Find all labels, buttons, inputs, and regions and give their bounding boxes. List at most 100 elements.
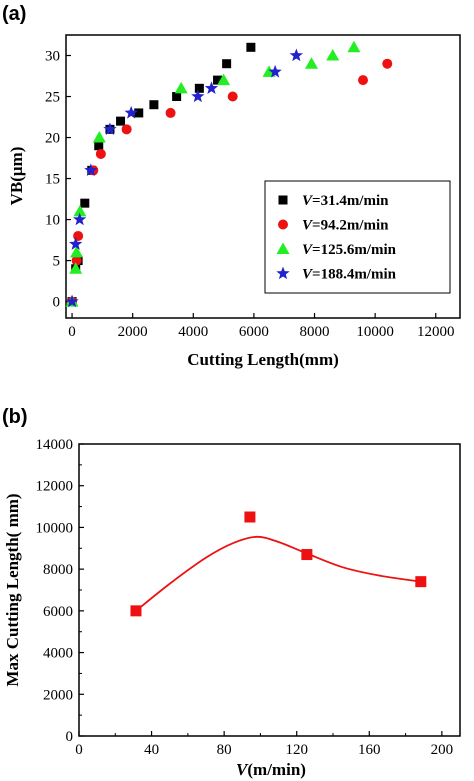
panel-a-x-tick-label: 6000	[239, 324, 269, 340]
panel-a-point-triangle	[217, 73, 231, 86]
panel-a-x-tick-label: 8000	[300, 324, 330, 340]
panel-a-point-square	[213, 75, 223, 85]
panel-a-data-points	[65, 40, 393, 308]
panel-a-x-tick-label: 10000	[356, 324, 394, 340]
panel-b-x-tick-label: 200	[431, 742, 454, 758]
panel-a-legend-label-value: =31.4m/min	[312, 193, 389, 209]
panel-a-point-star	[65, 294, 79, 308]
panel-a-point-star	[84, 163, 98, 177]
panel-b-x-ticks: 0 40 80 120 160 200	[75, 731, 453, 758]
panel-a-legend-label: V=125.6m/min	[302, 242, 397, 258]
panel-a-point-circle	[382, 58, 393, 69]
panel-b-y-ticks: 0 2000 4000 6000 8000 10000 12000 14000	[36, 437, 84, 745]
panel-b-y-tick-label: 14000	[36, 437, 74, 453]
panel-a-y-tick-label: 30	[45, 49, 60, 65]
panel-a-legend-label-var: V	[302, 218, 314, 234]
panel-b-point-square	[415, 576, 427, 588]
panel-a-x-tick-label: 0	[68, 324, 76, 340]
panel-a-point-square	[194, 83, 204, 93]
panel-a-legend-marker-star	[276, 266, 290, 280]
panel-a-legend-label-value: =125.6m/min	[312, 242, 397, 258]
panel-a-y-ticks: 0 5 10 15 20 25 30	[45, 49, 71, 311]
panel-a-point-circle	[95, 148, 106, 159]
panel-a-point-circle	[73, 230, 84, 241]
panel-a-point-triangle	[174, 81, 188, 94]
panel-b-x-axis-title-unit: (m/min)	[247, 760, 306, 779]
panel-a-point-circle	[165, 107, 176, 118]
panel-a-y-tick-label: 20	[45, 131, 60, 147]
panel-a-point-circle	[71, 255, 82, 266]
panel-a-point-triangle	[70, 245, 84, 258]
panel-b-x-axis-title-var: V	[236, 760, 249, 779]
panel-b-y-tick-label: 8000	[43, 562, 73, 578]
panel-a-legend-label-value: =188.4m/min	[312, 267, 397, 283]
panel-a-plot-frame	[65, 34, 461, 319]
panel-a-legend-label-value: =94.2m/min	[312, 218, 389, 234]
panel-a-point-square	[80, 198, 90, 208]
panel-a-point-star	[124, 105, 138, 119]
panel-a-point-triangle	[304, 57, 318, 69]
panel-a-y-tick-label: 5	[53, 254, 61, 270]
panel-b-point-square	[301, 549, 313, 561]
panel-b-x-tick-label: 0	[75, 742, 83, 758]
panel-a-y-tick-label: 25	[45, 90, 60, 106]
panel-b-point-square	[244, 511, 256, 523]
panel-a-point-star	[191, 89, 205, 103]
panel-a-legend-marker-triangle	[276, 242, 290, 254]
panel-a-series-3	[65, 48, 303, 308]
panel-a-x-tick-label: 2000	[118, 324, 148, 340]
panel-a-point-star	[72, 212, 87, 226]
panel-a-point-triangle	[326, 49, 340, 61]
panel-a-legend-label-var: V	[302, 242, 314, 258]
panel-b-y-tick-label: 0	[66, 729, 74, 745]
panel-a-point-star	[69, 237, 83, 250]
panel-a-point-triangle	[69, 262, 83, 274]
panel-b-y-tick-label: 6000	[43, 604, 73, 620]
panel-a-y-axis-title: VB(μm)	[7, 147, 26, 206]
panel-a-point-square	[116, 116, 126, 126]
panel-a-point-star	[289, 48, 303, 62]
panel-b-x-tick-label: 40	[144, 742, 159, 758]
panel-a-legend-label: V=188.4m/min	[302, 267, 397, 283]
panel-a-point-star	[204, 81, 219, 94]
panel-a-legend-label: V=31.4m/min	[302, 193, 389, 209]
panel-a-legend-label-var: V	[302, 267, 314, 283]
panel-a-point-square	[149, 100, 159, 110]
panel-a-y-tick-label: 15	[45, 172, 60, 188]
panel-a-point-circle	[358, 75, 369, 86]
panel-b-plot-frame	[78, 443, 461, 737]
panel-b-y-axis-title: Max Cutting Length( mm)	[3, 493, 22, 686]
panel-a-legend-label: V=94.2m/min	[302, 218, 389, 234]
panel-a-y-tick-label: 10	[45, 213, 60, 229]
panel-a-point-circle	[121, 124, 132, 135]
panel-a-y-tick-label: 0	[53, 295, 61, 311]
panel-a-x-tick-label: 12000	[417, 324, 455, 340]
panel-b-fit-curve	[135, 535, 421, 612]
panel-a-x-ticks: 0 2000 4000 6000 8000 10000 12000	[68, 313, 455, 340]
panel-a-legend: V=31.4m/minV=94.2m/minV=125.6m/minV=188.…	[264, 180, 451, 294]
panel-a-point-square	[134, 108, 144, 118]
panel-a-x-axis-title: Cutting Length(mm)	[187, 350, 339, 369]
panel-a-legend-marker-square	[278, 195, 288, 205]
panel-b-x-tick-label: 160	[358, 742, 381, 758]
panel-a-x-tick-label: 4000	[178, 324, 208, 340]
panel-a-point-triangle	[347, 40, 361, 53]
panel-b-x-tick-label: 80	[217, 742, 232, 758]
panel-a-point-triangle	[73, 204, 87, 217]
panel-b-y-tick-label: 2000	[43, 687, 73, 703]
panel-b-x-tick-label: 120	[285, 742, 308, 758]
panel-a-legend-marker-circle	[278, 219, 288, 230]
panel-a-label: (a)	[2, 3, 26, 25]
panel-a-point-star	[268, 64, 282, 78]
panel-b-point-square	[130, 605, 142, 617]
panel-a-point-square	[94, 141, 104, 151]
panel-b-label: (b)	[2, 406, 28, 428]
panel-b-x-axis-title: V(m/min)	[236, 760, 306, 779]
panel-a-point-circle	[227, 91, 238, 102]
panel-a-chart: 0 2000 4000 6000 8000 10000 12000 0 5 10 15 20 25 30…	[7, 34, 461, 369]
panel-a-legend-box	[264, 180, 451, 294]
panel-a-legend-label-var: V	[302, 193, 314, 209]
panel-a-point-square	[246, 42, 256, 52]
panel-b-data	[130, 511, 427, 617]
